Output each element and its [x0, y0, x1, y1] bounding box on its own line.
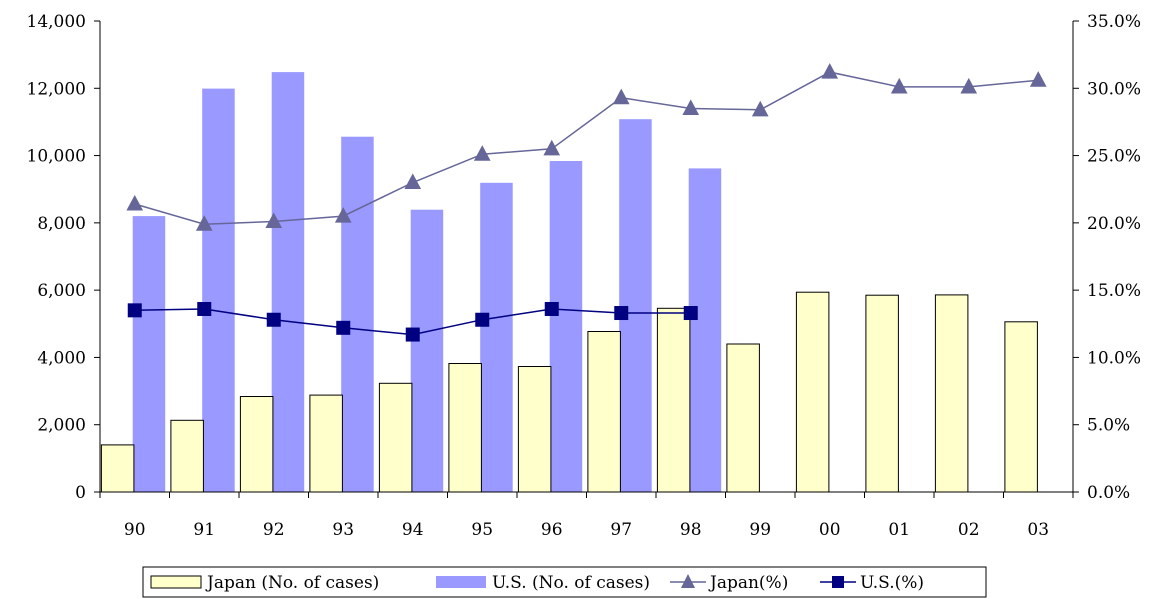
right-tick-label: 10.0% [1087, 348, 1141, 368]
right-tick-label: 20.0% [1087, 214, 1141, 234]
right-tick-label: 0.0% [1087, 483, 1130, 503]
marker-us-pct-92 [266, 312, 281, 327]
x-tick-label: 90 [124, 520, 146, 540]
legend-marker-3 [832, 576, 844, 588]
x-tick-label: 91 [193, 520, 215, 540]
left-tick-label: 12,000 [27, 79, 86, 99]
marker-japan-pct-96 [543, 139, 561, 156]
line-japan-pct [134, 71, 1039, 225]
right-tick-label: 25.0% [1087, 147, 1141, 167]
legend-label-1: U.S. (No. of cases) [492, 573, 650, 593]
legend-label-0: Japan (No. of cases) [205, 573, 379, 593]
left-tick-label: 14,000 [27, 12, 86, 32]
left-tick-label: 10,000 [27, 147, 86, 167]
bar-us-cases-98 [688, 168, 722, 492]
bar-us-cases-94 [410, 209, 444, 492]
left-tick-label: 4,000 [37, 348, 86, 368]
left-tick-label: 0 [75, 483, 86, 503]
marker-us-pct-94 [405, 327, 420, 342]
bar-japan-cases-93 [309, 394, 343, 493]
x-tick-label: 02 [958, 520, 980, 540]
marker-us-pct-95 [475, 312, 490, 327]
right-tick-label: 15.0% [1087, 281, 1141, 301]
x-tick-label: 01 [888, 520, 910, 540]
bar-japan-cases-98 [656, 307, 691, 493]
bar-japan-cases-01 [865, 294, 899, 493]
legend-label-2: Japan(%) [708, 573, 788, 593]
bar-japan-cases-03 [1004, 321, 1038, 493]
marker-japan-pct-03 [1029, 71, 1047, 87]
marker-japan-pct-90 [126, 194, 144, 211]
x-tick-label: 93 [332, 520, 354, 540]
x-tick-label: 98 [680, 520, 702, 540]
marker-us-pct-93 [336, 320, 351, 335]
marker-us-pct-98 [683, 306, 698, 321]
marker-japan-pct-91 [195, 215, 213, 231]
axes-layer: 0 2,000 4,000 6,000 8,000 10,000 12,000 14,000 0… [27, 12, 1142, 540]
bar-us-cases-95 [480, 182, 513, 493]
marker-japan-pct-02 [960, 77, 978, 94]
bar-japan-cases-90 [100, 444, 135, 493]
bar-japan-cases-92 [239, 396, 274, 493]
legend: Japan (No. of cases) U.S. (No. of cases) J… [142, 566, 987, 598]
line-layer [126, 63, 1047, 342]
x-tick-label: 92 [263, 520, 285, 540]
legend-swatch-0 [150, 575, 202, 589]
right-tick-label: 35.0% [1087, 12, 1141, 32]
marker-us-pct-91 [197, 301, 212, 316]
bar-us-cases-92 [271, 72, 305, 492]
left-tick-label: 2,000 [37, 416, 86, 436]
right-tick-label: 5.0% [1087, 416, 1130, 436]
marker-japan-pct-92 [265, 212, 283, 229]
legend-marker-2 [681, 574, 695, 588]
marker-japan-pct-00 [821, 63, 839, 79]
bar-us-cases-96 [549, 161, 583, 492]
bar-japan-cases-99 [726, 343, 760, 493]
marker-japan-pct-01 [890, 77, 908, 94]
bar-japan-cases-97 [587, 331, 621, 493]
marker-japan-pct-97 [612, 88, 630, 105]
marker-us-pct-90 [127, 303, 142, 318]
bar-japan-cases-96 [517, 366, 552, 493]
x-tick-label: 95 [471, 520, 493, 540]
x-tick-label: 96 [541, 520, 563, 540]
marker-japan-pct-95 [473, 145, 491, 161]
bar-layer [100, 72, 1038, 493]
x-tick-label: 97 [610, 520, 632, 540]
bar-japan-cases-95 [448, 363, 482, 493]
bar-us-cases-90 [132, 216, 166, 492]
legend-label-3: U.S.(%) [860, 573, 924, 593]
bar-japan-cases-00 [795, 291, 830, 493]
x-tick-label: 00 [819, 520, 841, 540]
left-tick-label: 6,000 [37, 281, 86, 301]
x-tick-label: 99 [749, 520, 771, 540]
marker-japan-pct-99 [751, 100, 769, 117]
bar-japan-cases-91 [170, 419, 204, 493]
marker-us-pct-96 [544, 301, 559, 316]
marker-japan-pct-93 [334, 207, 352, 223]
marker-us-pct-97 [614, 306, 629, 321]
bar-japan-cases-02 [934, 294, 969, 493]
marker-japan-pct-94 [404, 173, 422, 189]
legend-swatch-1 [436, 576, 486, 588]
x-tick-label: 03 [1027, 520, 1049, 540]
marker-japan-pct-98 [682, 99, 700, 115]
bar-us-cases-93 [341, 136, 374, 492]
right-tick-label: 30.0% [1087, 79, 1141, 99]
bar-us-cases-97 [619, 119, 652, 492]
bar-japan-cases-94 [378, 382, 413, 493]
bar-us-cases-91 [202, 88, 235, 492]
left-tick-label: 8,000 [37, 214, 86, 234]
x-tick-label: 94 [402, 520, 424, 540]
